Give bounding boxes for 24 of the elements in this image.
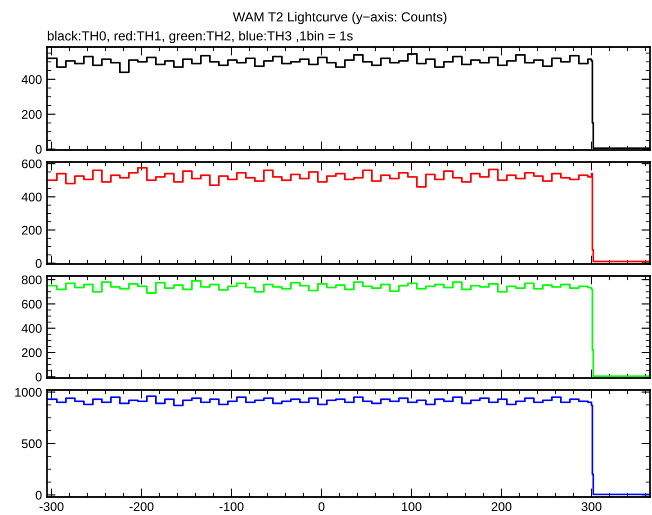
y-tick-label: 400	[22, 192, 42, 202]
y-tick-label: 400	[22, 75, 42, 84]
y-tick-label: 200	[22, 348, 42, 358]
y-tick-label: 0	[36, 258, 42, 268]
y-tick-label: 0	[36, 490, 42, 500]
y-tick-label: 600	[22, 159, 42, 168]
x-tick-label: 300	[582, 502, 602, 512]
y-tick-label: 600	[22, 300, 42, 309]
x-tick-label: -200	[130, 502, 154, 512]
x-tick-label: 0	[318, 502, 324, 512]
x-tick-label: 200	[492, 502, 512, 512]
y-tick-label: 200	[22, 110, 42, 119]
chart-title: WAM T2 Lightcurve (y−axis: Counts)	[232, 12, 446, 24]
x-tick-label: -300	[40, 502, 64, 512]
y-tick-label: 0	[36, 372, 42, 382]
x-tick-label: -100	[220, 502, 244, 512]
y-tick-label: 400	[22, 324, 42, 333]
y-tick-label: 500	[22, 439, 42, 448]
chart-subtitle: black:TH0, red:TH1, green:TH2, blue:TH3 ,1bin = 1s	[48, 30, 353, 44]
y-tick-label: 800	[22, 275, 42, 284]
y-tick-label: 200	[22, 226, 42, 235]
y-tick-label: 0	[36, 144, 42, 154]
x-tick-label: 100	[402, 502, 422, 512]
y-tick-label: 1000	[15, 388, 42, 397]
